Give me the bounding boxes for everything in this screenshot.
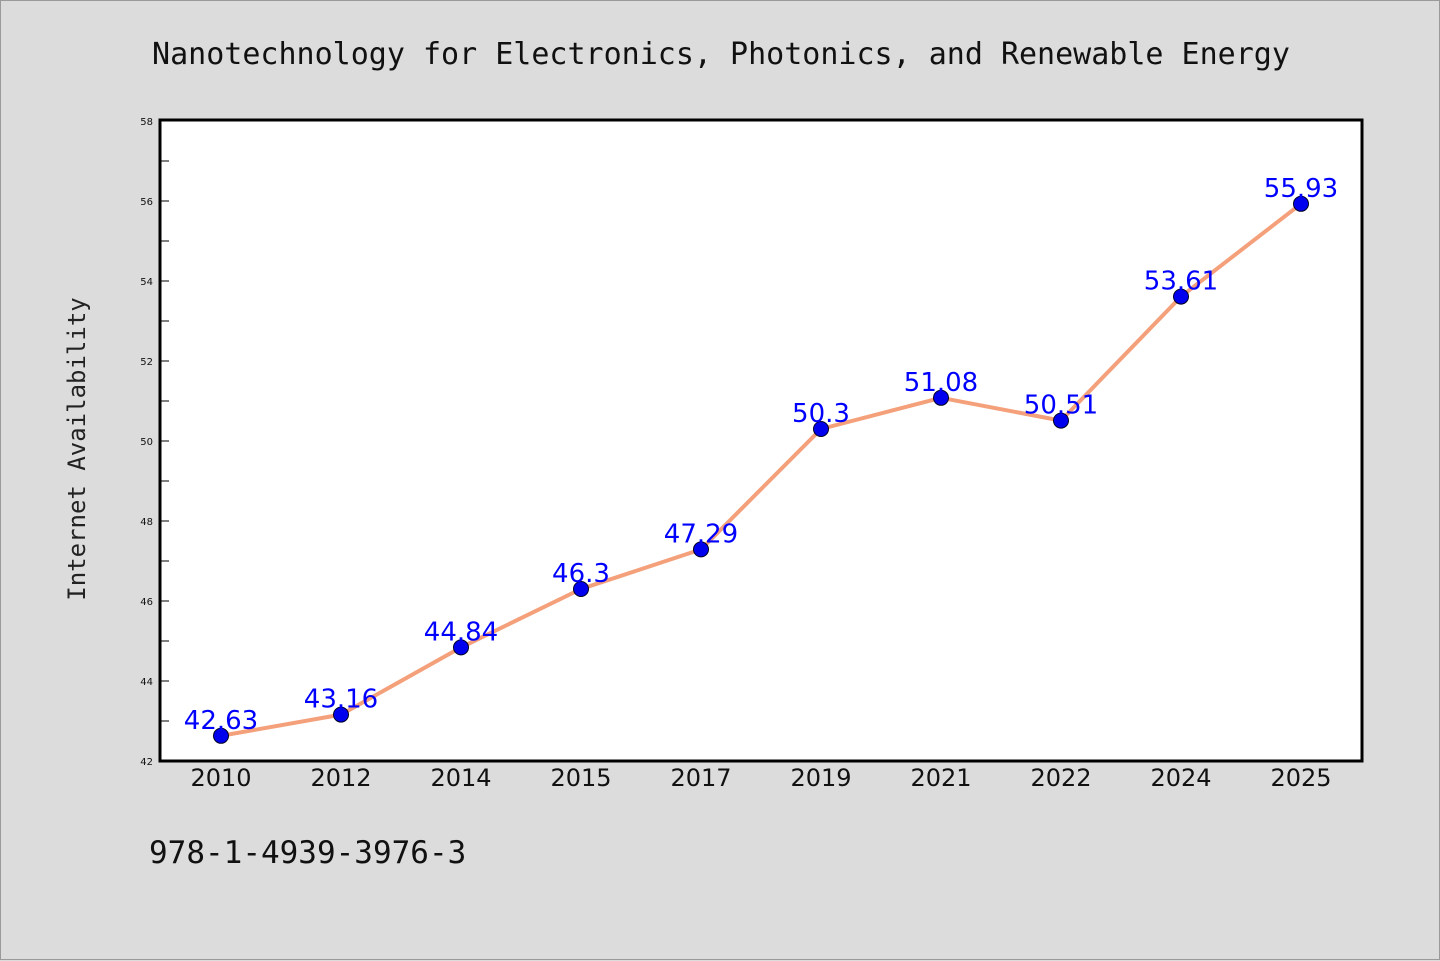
data-label: 47.29: [664, 519, 738, 549]
y-tick-label: 46: [140, 597, 153, 608]
x-axis: 2010 2012 2014 2015 2017 2019 2021 2022 2024 2025: [190, 764, 1331, 792]
data-point: [213, 727, 229, 744]
data-label: 55.93: [1264, 174, 1338, 204]
data-label: 53.61: [1144, 267, 1218, 297]
y-tick-label: 50: [140, 437, 153, 448]
data-point: [1053, 412, 1069, 429]
data-label: 51.08: [904, 368, 978, 398]
data-point: [693, 541, 709, 558]
y-axis: 42 44 46 48 50 52 54 56 58: [140, 117, 169, 768]
x-tick-label: 2022: [1030, 764, 1091, 792]
y-tick-label: 58: [140, 117, 153, 128]
x-tick-label: 2017: [670, 764, 731, 792]
x-tick-label: 2015: [550, 764, 611, 792]
y-axis-label: Internet Availability: [63, 297, 91, 600]
data-label: 44.84: [424, 617, 498, 647]
series-layer: [213, 195, 1309, 744]
x-tick-label: 2014: [430, 764, 491, 792]
x-tick-label: 2012: [310, 764, 371, 792]
data-label: 46.3: [552, 559, 610, 589]
data-label: 43.16: [304, 685, 378, 715]
y-tick-label: 48: [140, 517, 153, 528]
data-point: [333, 706, 349, 723]
data-point: [573, 581, 589, 597]
plot-area: [158, 118, 1364, 763]
data-point: [453, 639, 469, 656]
data-point: [1173, 288, 1189, 305]
x-tick-label: 2024: [1150, 764, 1211, 792]
chart-title: Nanotechnology for Electronics, Photonic…: [152, 37, 1290, 72]
data-labels: 42.63 43.16 44.84 46.3 47.29 50.3 51.08 50.51 53…: [184, 174, 1338, 736]
y-tick-label: 56: [140, 197, 153, 208]
y-tick-label: 44: [140, 677, 153, 688]
isbn-text: 978-1-4939-3976-3: [149, 835, 467, 871]
data-label: 50.51: [1024, 391, 1098, 421]
x-tick-label: 2021: [910, 764, 971, 792]
series-line: [220, 202, 1303, 738]
data-point: [933, 389, 949, 406]
x-tick-label: 2019: [790, 764, 851, 792]
x-tick-label: 2025: [1270, 764, 1331, 792]
data-point: [1293, 195, 1309, 212]
data-label: 42.63: [184, 706, 258, 736]
y-tick-label: 54: [140, 277, 153, 288]
y-tick-label: 42: [140, 757, 153, 768]
x-tick-label: 2010: [190, 764, 251, 792]
data-point: [813, 421, 829, 437]
data-label: 50.3: [792, 399, 850, 429]
y-tick-label: 52: [140, 357, 153, 368]
